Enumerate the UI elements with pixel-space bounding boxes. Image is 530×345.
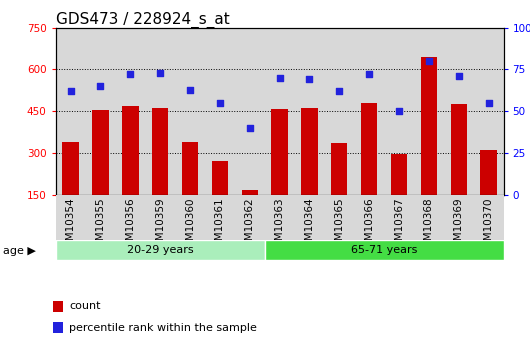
Text: GSM10359: GSM10359 <box>155 197 165 254</box>
Text: GSM10356: GSM10356 <box>125 197 135 254</box>
Text: GSM10369: GSM10369 <box>454 197 464 254</box>
Text: GDS473 / 228924_s_at: GDS473 / 228924_s_at <box>56 11 229 28</box>
Bar <box>211 161 228 195</box>
Bar <box>391 155 407 195</box>
Bar <box>53 301 63 312</box>
Point <box>245 125 254 131</box>
Point <box>365 72 374 77</box>
Bar <box>480 150 497 195</box>
Bar <box>92 110 109 195</box>
Point <box>96 83 105 89</box>
Bar <box>56 240 264 260</box>
Text: GSM10360: GSM10360 <box>185 197 195 254</box>
Bar <box>63 142 79 195</box>
Point <box>484 100 493 106</box>
Point <box>305 77 314 82</box>
Text: GSM10370: GSM10370 <box>483 197 493 254</box>
Text: 65-71 years: 65-71 years <box>351 245 417 255</box>
Text: GSM10362: GSM10362 <box>245 197 255 254</box>
Text: GSM10354: GSM10354 <box>66 197 76 254</box>
Bar <box>122 106 138 195</box>
Text: GSM10367: GSM10367 <box>394 197 404 254</box>
Point <box>186 87 195 92</box>
Point <box>216 100 224 106</box>
Point <box>276 75 284 81</box>
Bar <box>331 143 348 195</box>
Bar <box>271 109 288 195</box>
Text: GSM10361: GSM10361 <box>215 197 225 254</box>
Text: percentile rank within the sample: percentile rank within the sample <box>69 323 257 333</box>
Point <box>395 108 403 114</box>
Bar <box>53 322 63 333</box>
Bar <box>242 190 258 195</box>
Text: GSM10364: GSM10364 <box>304 197 314 254</box>
Point <box>66 88 75 94</box>
Text: GSM10366: GSM10366 <box>364 197 374 254</box>
Bar <box>450 104 467 195</box>
Bar <box>152 108 169 195</box>
Text: GSM10363: GSM10363 <box>275 197 285 254</box>
Text: GSM10365: GSM10365 <box>334 197 344 254</box>
Bar <box>301 108 317 195</box>
Point <box>126 72 135 77</box>
Point <box>425 58 433 64</box>
Text: GSM10368: GSM10368 <box>424 197 434 254</box>
Text: age ▶: age ▶ <box>3 246 36 256</box>
Bar <box>264 240 504 260</box>
Bar <box>421 57 437 195</box>
Bar <box>182 142 198 195</box>
Text: count: count <box>69 301 101 311</box>
Point <box>156 70 164 76</box>
Bar <box>361 103 377 195</box>
Text: GSM10355: GSM10355 <box>95 197 105 254</box>
Point <box>335 88 343 94</box>
Point <box>455 73 463 79</box>
Text: 20-29 years: 20-29 years <box>127 245 193 255</box>
